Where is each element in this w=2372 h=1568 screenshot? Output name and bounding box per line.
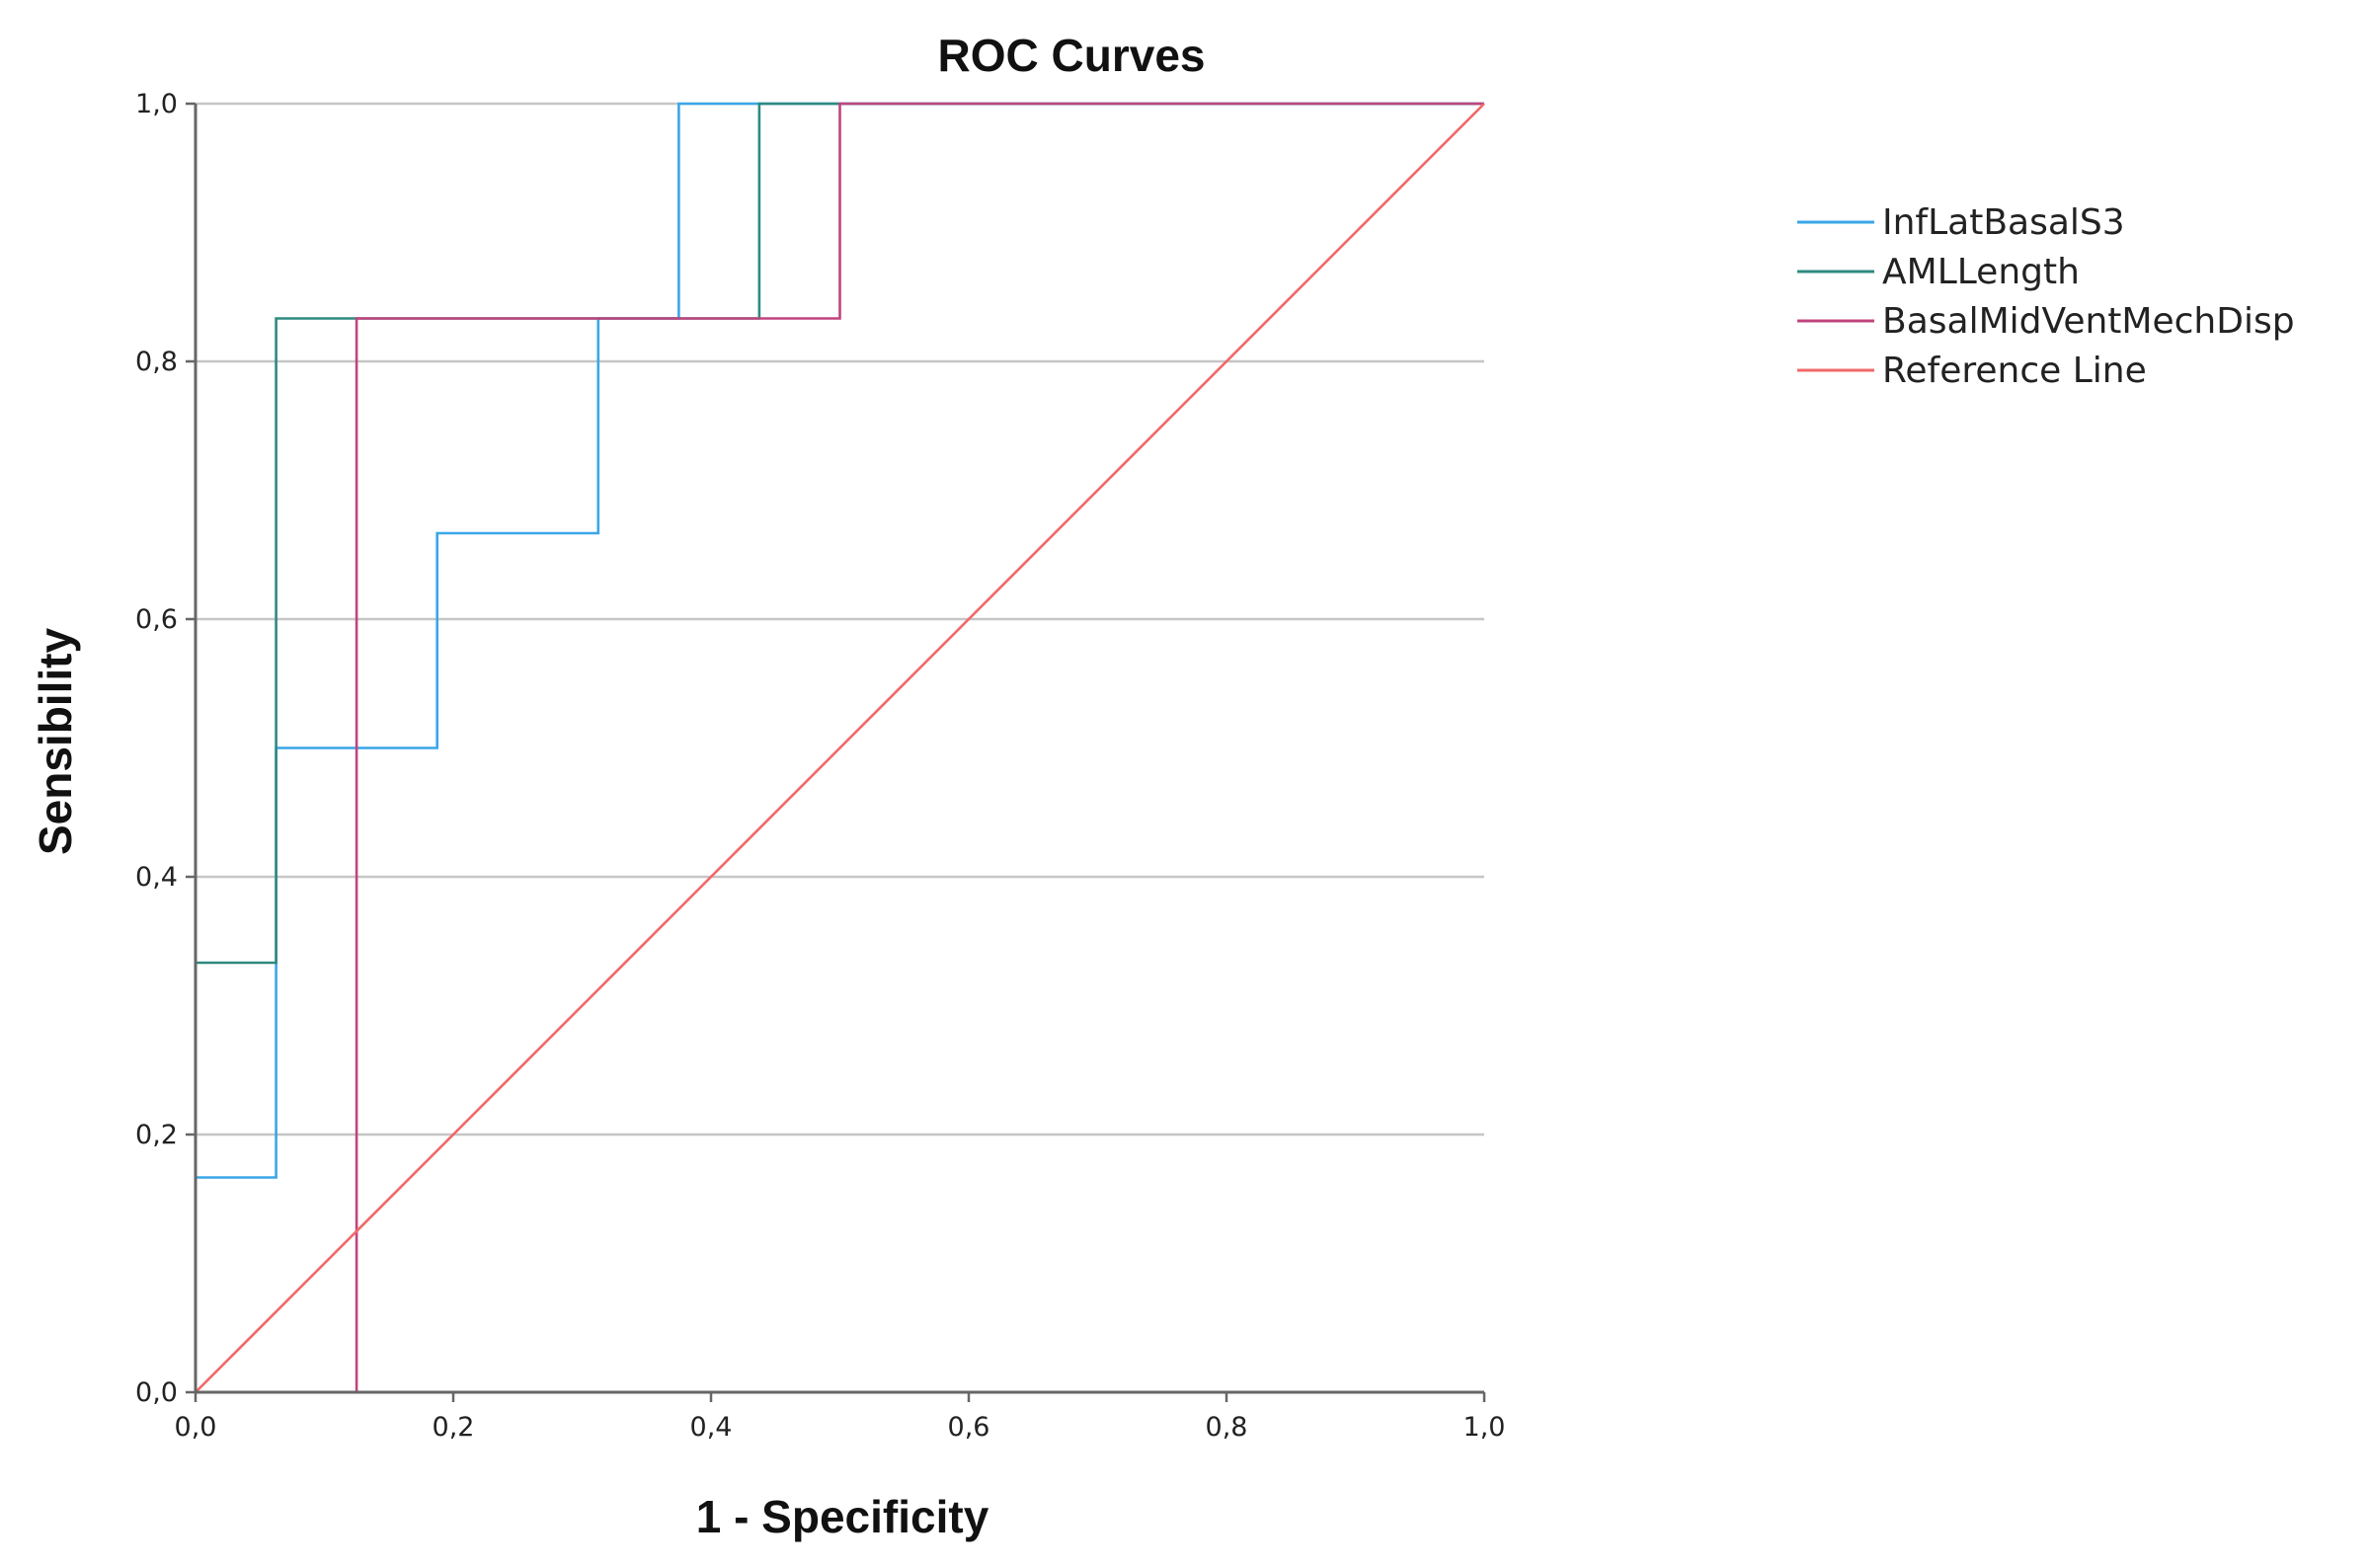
series-lines [194,102,1485,1394]
y-tick-label: 0,2 [135,1120,178,1150]
y-axis-label: Sensibility [30,628,81,855]
legend-item-basalmidventmechdisp: BasalMidVentMechDisp [1797,301,2295,342]
axes [194,104,1484,1394]
legend-label: Reference Line [1882,351,2147,391]
legend-item-inflatbasals3: InfLatBasalS3 [1797,202,2125,243]
series-line-reference-line [195,103,1485,1393]
legend-label: InfLatBasalS3 [1882,202,2125,243]
series-line-inflatbasals3 [194,102,1484,1392]
legend-item-amllength: AMLLength [1797,252,2080,292]
x-axis-label: 1 - Specificity [696,1491,989,1542]
legend-item-reference-line: Reference Line [1797,351,2147,391]
x-tick-label: 0,4 [690,1412,733,1443]
x-tick-label: 0,8 [1206,1412,1248,1443]
y-tick-label: 0,4 [135,862,178,893]
tick-labels: 0,0 0,2 0,4 0,6 0,8 1,0 0,0 0,2 0,4 0,6 0,8 1,0 [135,89,1505,1443]
legend-label: AMLLength [1882,252,2080,292]
legend: InfLatBasalS3 AMLLength BasalMidVentMechDi… [1797,202,2295,391]
x-tick-label: 0,6 [948,1412,990,1443]
x-tick-label: 1,0 [1463,1412,1506,1443]
legend-label: BasalMidVentMechDisp [1882,301,2295,342]
y-tick-label: 1,0 [135,89,178,119]
x-tick-label: 0,0 [175,1412,217,1443]
y-tick-label: 0,8 [135,347,178,377]
y-tick-label: 0,0 [135,1377,178,1408]
chart-title: ROC Curves [938,30,1206,81]
y-tick-label: 0,6 [135,604,178,635]
x-tick-label: 0,2 [433,1412,475,1443]
